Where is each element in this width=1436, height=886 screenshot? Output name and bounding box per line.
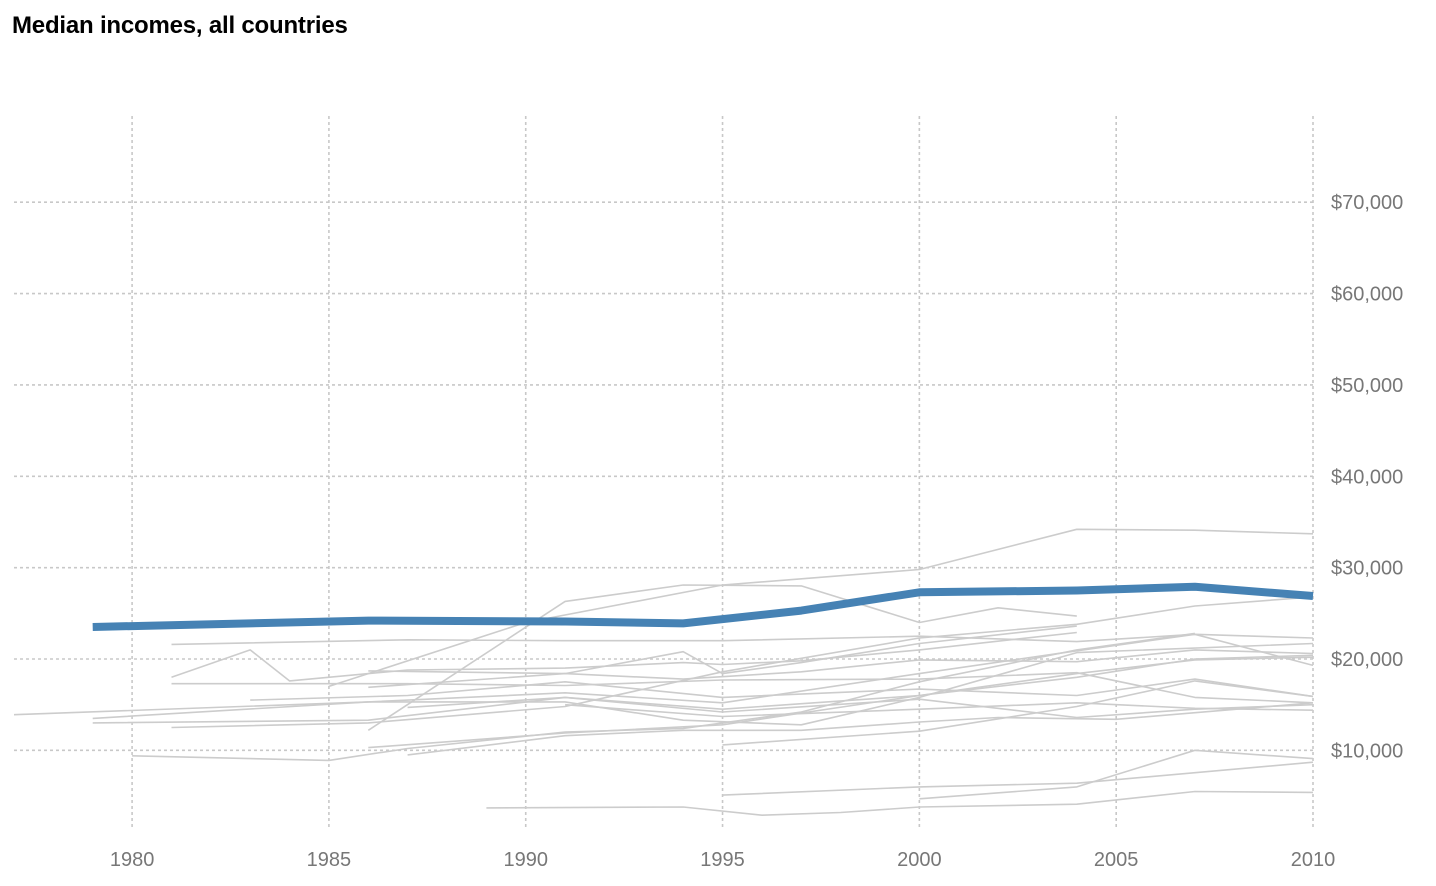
y-tick-label: $30,000 [1331,558,1403,580]
series-line-7 [92,654,1314,724]
x-tick-label: 1980 [110,849,155,871]
series-line-17 [368,649,1314,689]
y-tick-label: $40,000 [1331,466,1403,488]
highlight-series [92,582,1314,631]
series-line-9 [92,633,1314,720]
chart-title: Median incomes, all countries [12,12,348,39]
y-axis: $10,000 $20,000 $30,000 $40,000 $50,000 $60,0… [1331,192,1403,762]
series-line-10 [250,678,1314,701]
background-series [13,528,1314,817]
x-tick-label: 1995 [700,849,745,871]
series-line-20 [407,696,1314,719]
y-tick-label: $50,000 [1331,375,1403,397]
series-line-4 [132,632,1196,762]
series-line-11 [171,671,1314,704]
y-tick-label: $70,000 [1331,192,1403,214]
x-tick-label: 1990 [503,849,548,871]
x-tick-label: 2005 [1094,849,1139,871]
series-line-18 [722,680,1314,746]
series-line-15 [367,584,1077,731]
x-axis: 1980 1985 1990 1995 2000 2005 2010 [110,849,1335,871]
series-line-3 [919,749,1314,800]
highlight-series-line [92,582,1314,631]
x-tick-label: 2000 [897,849,942,871]
series-line-21 [407,702,1314,756]
series-line-2 [722,761,1314,796]
series-line-14 [171,633,1314,646]
y-tick-label: $60,000 [1331,284,1403,306]
y-tick-label: $10,000 [1331,740,1403,762]
series-line-6 [13,642,1314,726]
x-tick-label: 1985 [307,849,352,871]
x-tick-label: 2010 [1291,849,1336,871]
grid-lines [14,116,1314,828]
series-line-13 [171,631,1077,682]
y-tick-label: $20,000 [1331,649,1403,671]
series-line-1 [486,790,1314,817]
series-line-8 [171,596,1314,729]
